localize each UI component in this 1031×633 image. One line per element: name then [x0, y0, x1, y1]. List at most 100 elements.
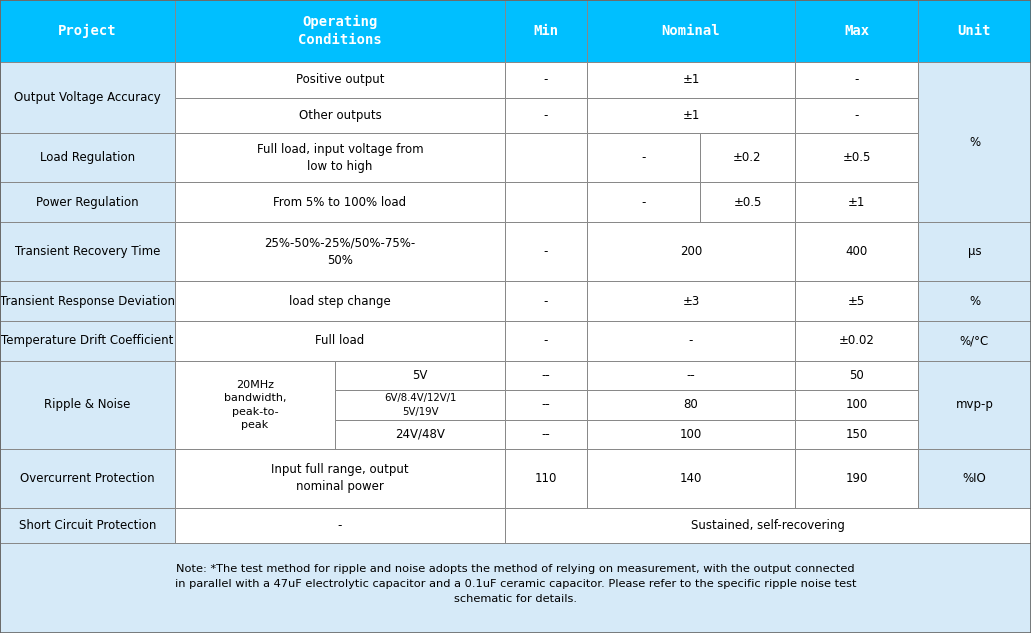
- Bar: [795, 391, 918, 420]
- Bar: [795, 281, 918, 321]
- Bar: [587, 0, 795, 62]
- Text: -: -: [641, 151, 645, 165]
- Text: 25%-50%-25%/50%-75%-
50%: 25%-50%-25%/50%-75%- 50%: [264, 237, 415, 266]
- Bar: [505, 133, 587, 182]
- Text: ±0.5: ±0.5: [842, 151, 871, 165]
- Text: ±5: ±5: [847, 294, 865, 308]
- Bar: [505, 62, 587, 97]
- Text: Input full range, output
nominal power: Input full range, output nominal power: [271, 463, 409, 494]
- Text: Other outputs: Other outputs: [299, 109, 381, 122]
- Text: -: -: [689, 334, 693, 348]
- Text: Transient Response Deviation: Transient Response Deviation: [0, 294, 175, 308]
- Bar: [0, 361, 175, 449]
- Text: 140: 140: [679, 472, 702, 485]
- Bar: [175, 281, 505, 321]
- Text: Note: *The test method for ripple and noise adopts the method of relying on meas: Note: *The test method for ripple and no…: [174, 564, 857, 604]
- Text: %IO: %IO: [963, 472, 987, 485]
- Text: Max: Max: [844, 24, 869, 38]
- Bar: [0, 321, 175, 361]
- Bar: [795, 133, 918, 182]
- Bar: [587, 420, 795, 449]
- Text: Project: Project: [58, 24, 117, 38]
- Bar: [918, 281, 1031, 321]
- Bar: [795, 97, 918, 133]
- Bar: [505, 420, 587, 449]
- Text: ±1: ±1: [683, 109, 700, 122]
- Text: %/°C: %/°C: [960, 334, 989, 348]
- Bar: [505, 281, 587, 321]
- Bar: [587, 361, 795, 391]
- Bar: [175, 0, 505, 62]
- Text: Short Circuit Protection: Short Circuit Protection: [19, 519, 156, 532]
- Text: -: -: [641, 196, 645, 209]
- Text: mvp-p: mvp-p: [956, 398, 994, 411]
- Bar: [795, 420, 918, 449]
- Bar: [175, 222, 505, 281]
- Bar: [795, 361, 918, 391]
- Text: ±1: ±1: [683, 73, 700, 86]
- Bar: [795, 449, 918, 508]
- Text: 110: 110: [535, 472, 557, 485]
- Text: Overcurrent Protection: Overcurrent Protection: [21, 472, 155, 485]
- Bar: [175, 97, 505, 133]
- Text: -: -: [543, 294, 548, 308]
- Bar: [0, 182, 175, 222]
- Text: Nominal: Nominal: [662, 24, 721, 38]
- Bar: [175, 321, 505, 361]
- Bar: [795, 0, 918, 62]
- Text: Positive output: Positive output: [296, 73, 385, 86]
- Bar: [587, 222, 795, 281]
- Text: 5V: 5V: [412, 369, 428, 382]
- Text: ±3: ±3: [683, 294, 700, 308]
- Bar: [0, 133, 175, 182]
- Bar: [505, 391, 587, 420]
- Text: %: %: [969, 135, 980, 149]
- Bar: [700, 133, 795, 182]
- Text: -: -: [543, 109, 548, 122]
- Text: Full load, input voltage from
low to high: Full load, input voltage from low to hig…: [257, 143, 424, 173]
- Text: Temperature Drift Coefficient: Temperature Drift Coefficient: [1, 334, 173, 348]
- Text: 150: 150: [845, 428, 868, 441]
- Bar: [0, 449, 175, 508]
- Bar: [918, 449, 1031, 508]
- Bar: [175, 182, 505, 222]
- Bar: [505, 97, 587, 133]
- Bar: [175, 449, 505, 508]
- Text: 6V/8.4V/12V/1
5V/19V: 6V/8.4V/12V/1 5V/19V: [384, 393, 456, 417]
- Text: Sustained, self-recovering: Sustained, self-recovering: [691, 519, 845, 532]
- Text: -: -: [855, 109, 859, 122]
- Bar: [795, 321, 918, 361]
- Text: Unit: Unit: [958, 24, 991, 38]
- Bar: [335, 420, 505, 449]
- Bar: [795, 182, 918, 222]
- Bar: [587, 97, 795, 133]
- Text: ±0.02: ±0.02: [838, 334, 874, 348]
- Bar: [505, 508, 1031, 543]
- Text: 24V/48V: 24V/48V: [395, 428, 445, 441]
- Bar: [918, 0, 1031, 62]
- Bar: [918, 222, 1031, 281]
- Text: 80: 80: [684, 398, 698, 411]
- Text: -: -: [543, 73, 548, 86]
- Text: 100: 100: [845, 398, 868, 411]
- Text: load step change: load step change: [289, 294, 391, 308]
- Bar: [505, 0, 587, 62]
- Text: Transient Recovery Time: Transient Recovery Time: [14, 245, 160, 258]
- Bar: [175, 133, 505, 182]
- Bar: [700, 182, 795, 222]
- Text: ±1: ±1: [847, 196, 865, 209]
- Bar: [505, 182, 587, 222]
- Text: --: --: [541, 369, 551, 382]
- Text: From 5% to 100% load: From 5% to 100% load: [273, 196, 406, 209]
- Bar: [918, 62, 1031, 222]
- Text: Operating
Conditions: Operating Conditions: [298, 15, 381, 47]
- Text: 100: 100: [679, 428, 702, 441]
- Bar: [587, 321, 795, 361]
- Text: Min: Min: [533, 24, 559, 38]
- Bar: [587, 449, 795, 508]
- Text: --: --: [687, 369, 695, 382]
- Bar: [587, 62, 795, 97]
- Bar: [0, 62, 175, 133]
- Bar: [587, 182, 700, 222]
- Text: Power Regulation: Power Regulation: [36, 196, 139, 209]
